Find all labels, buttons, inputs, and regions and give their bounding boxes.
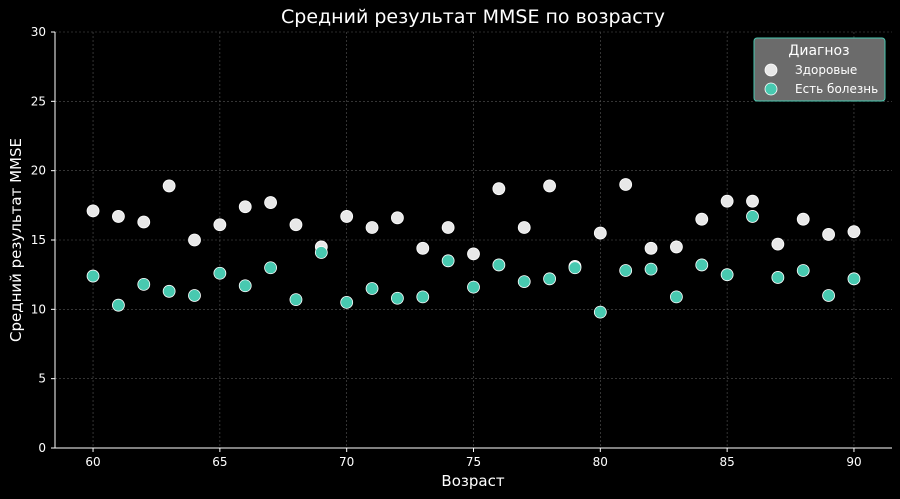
y-axis-label: Средний результат MMSE [7,138,25,342]
legend-box [753,37,886,102]
y-tick-label: 5 [38,372,46,386]
point-healthy [543,179,556,193]
point-healthy [796,212,810,226]
point-healthy [670,240,683,254]
point-healthy [720,194,734,208]
point-disease [771,271,785,284]
point-disease [543,272,556,286]
point-disease [340,295,354,309]
point-disease [289,293,303,307]
point-healthy [644,241,658,255]
point-disease [238,279,252,293]
point-disease [670,290,683,304]
point-disease [188,289,201,302]
point-healthy [441,221,455,234]
y-tick-label: 15 [31,233,46,247]
point-healthy [517,221,531,234]
point-healthy [391,211,404,225]
point-healthy [416,241,430,255]
point-healthy [847,225,861,239]
point-healthy [264,196,277,209]
y-tick-label: 20 [31,164,46,178]
y-tick-label: 25 [31,94,46,108]
point-healthy [822,228,835,241]
point-healthy [340,210,354,223]
point-disease [593,305,607,319]
point-disease [822,289,835,302]
legend-label-healthy: Здоровые [795,63,857,77]
point-healthy [162,179,176,193]
x-axis-label: Возраст [441,472,504,490]
point-disease [720,268,734,282]
point-disease [137,277,151,291]
point-disease [695,258,709,272]
point-disease [441,254,455,268]
x-tick-label: 80 [593,455,608,469]
point-disease [365,282,379,295]
x-tick-label: 60 [85,455,100,469]
chart-title: Средний результат MMSE по возрасту [281,6,665,28]
point-disease [492,258,506,272]
point-disease [644,262,658,276]
point-disease [264,261,277,275]
point-healthy [112,210,125,223]
x-tick-label: 65 [212,455,227,469]
legend-marker-disease [764,82,778,96]
y-tick-label: 0 [38,441,46,455]
point-healthy [289,218,303,232]
point-healthy [619,178,633,191]
point-disease [112,298,125,312]
ticks: 60 65 70 75 80 85 90 0 5 10 15 20 25 30 [31,25,862,469]
point-disease [314,246,328,259]
point-healthy [137,215,151,229]
point-healthy [771,237,785,251]
point-disease [517,275,531,289]
point-healthy [695,212,709,226]
legend-title: Диагноз [788,43,849,59]
point-healthy [188,233,201,247]
point-disease [619,264,633,277]
point-disease [568,261,582,275]
points [86,178,861,319]
point-healthy [238,200,252,214]
point-disease [162,284,176,298]
y-tick-label: 10 [31,302,46,316]
point-disease [213,266,227,280]
point-disease [847,272,861,286]
point-healthy [746,194,759,208]
point-healthy [492,182,506,196]
x-tick-label: 70 [339,455,354,469]
point-healthy [213,218,227,232]
point-healthy [86,204,100,218]
point-healthy [365,221,379,234]
point-disease [796,264,810,277]
point-disease [416,290,430,304]
point-disease [391,291,404,305]
legend-label-disease: Есть болезнь [795,82,878,96]
x-tick-label: 90 [846,455,861,469]
point-healthy [593,226,607,240]
legend-marker-healthy [764,63,778,77]
x-tick-label: 75 [466,455,481,469]
y-tick-label: 30 [31,25,46,39]
point-healthy [467,247,480,261]
legend: Диагноз Здоровые Есть болезнь [753,37,886,102]
x-tick-label: 85 [719,455,734,469]
point-disease [467,280,480,294]
point-disease [86,269,100,283]
point-disease [746,210,759,223]
